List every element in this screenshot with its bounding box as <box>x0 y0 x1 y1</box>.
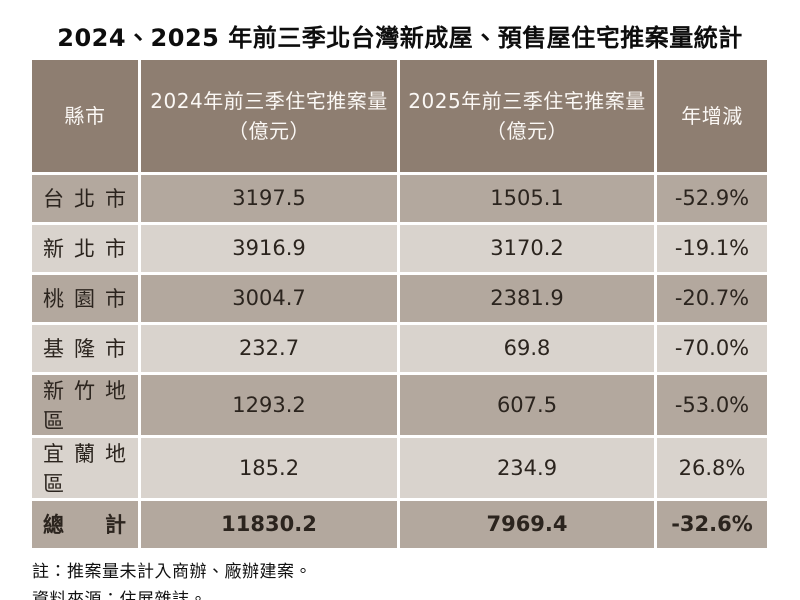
housing-stats-table: 縣市 2024年前三季住宅推案量 （億元） 2025年前三季住宅推案量 （億元）… <box>29 57 770 551</box>
city-cell: 台北市 <box>32 174 138 222</box>
value-2025-cell: 69.8 <box>400 324 654 372</box>
table-total-row: 總 計 11830.2 7969.4 -32.6% <box>32 500 767 548</box>
header-yoy-change: 年增減 <box>657 59 767 172</box>
yoy-cell: 26.8% <box>657 437 767 498</box>
value-2025-cell: 2381.9 <box>400 274 654 322</box>
table-row: 台北市 3197.5 1505.1 -52.9% <box>32 174 767 222</box>
value-2024-cell: 3916.9 <box>141 224 397 272</box>
table-header-row: 縣市 2024年前三季住宅推案量 （億元） 2025年前三季住宅推案量 （億元）… <box>32 59 767 172</box>
city-cell: 基隆市 <box>32 324 138 372</box>
city-cell: 宜蘭地區 <box>32 437 138 498</box>
total-2024-cell: 11830.2 <box>141 500 397 548</box>
value-2024-cell: 3004.7 <box>141 274 397 322</box>
header-2024-volume: 2024年前三季住宅推案量 （億元） <box>141 59 397 172</box>
value-2025-cell: 1505.1 <box>400 174 654 222</box>
header-city: 縣市 <box>32 59 138 172</box>
source-line: 資料來源：住展雜誌。 <box>32 586 800 600</box>
city-cell: 新北市 <box>32 224 138 272</box>
value-2024-cell: 1293.2 <box>141 374 397 435</box>
yoy-cell: -53.0% <box>657 374 767 435</box>
note-line: 註：推案量未計入商辦、廠辦建案。 <box>32 561 312 582</box>
table-row: 新北市 3916.9 3170.2 -19.1% <box>32 224 767 272</box>
city-cell: 新竹地區 <box>32 374 138 435</box>
value-2025-cell: 607.5 <box>400 374 654 435</box>
yoy-cell: -19.1% <box>657 224 767 272</box>
value-2025-cell: 234.9 <box>400 437 654 498</box>
yoy-cell: -20.7% <box>657 274 767 322</box>
page-title: 2024、2025 年前三季北台灣新成屋、預售屋住宅推案量統計 <box>57 24 743 52</box>
header-2025-volume: 2025年前三季住宅推案量 （億元） <box>400 59 654 172</box>
table-row: 新竹地區 1293.2 607.5 -53.0% <box>32 374 767 435</box>
city-cell: 桃園市 <box>32 274 138 322</box>
total-2025-cell: 7969.4 <box>400 500 654 548</box>
table-row: 基隆市 232.7 69.8 -70.0% <box>32 324 767 372</box>
total-yoy-cell: -32.6% <box>657 500 767 548</box>
table-row: 桃園市 3004.7 2381.9 -20.7% <box>32 274 767 322</box>
value-2025-cell: 3170.2 <box>400 224 654 272</box>
value-2024-cell: 232.7 <box>141 324 397 372</box>
value-2024-cell: 185.2 <box>141 437 397 498</box>
table-row: 宜蘭地區 185.2 234.9 26.8% <box>32 437 767 498</box>
footnotes: 註：推案量未計入商辦、廠辦建案。 資料來源：住展雜誌。 <box>32 558 800 600</box>
yoy-cell: -70.0% <box>657 324 767 372</box>
yoy-cell: -52.9% <box>657 174 767 222</box>
total-label-cell: 總 計 <box>32 500 138 548</box>
value-2024-cell: 3197.5 <box>141 174 397 222</box>
